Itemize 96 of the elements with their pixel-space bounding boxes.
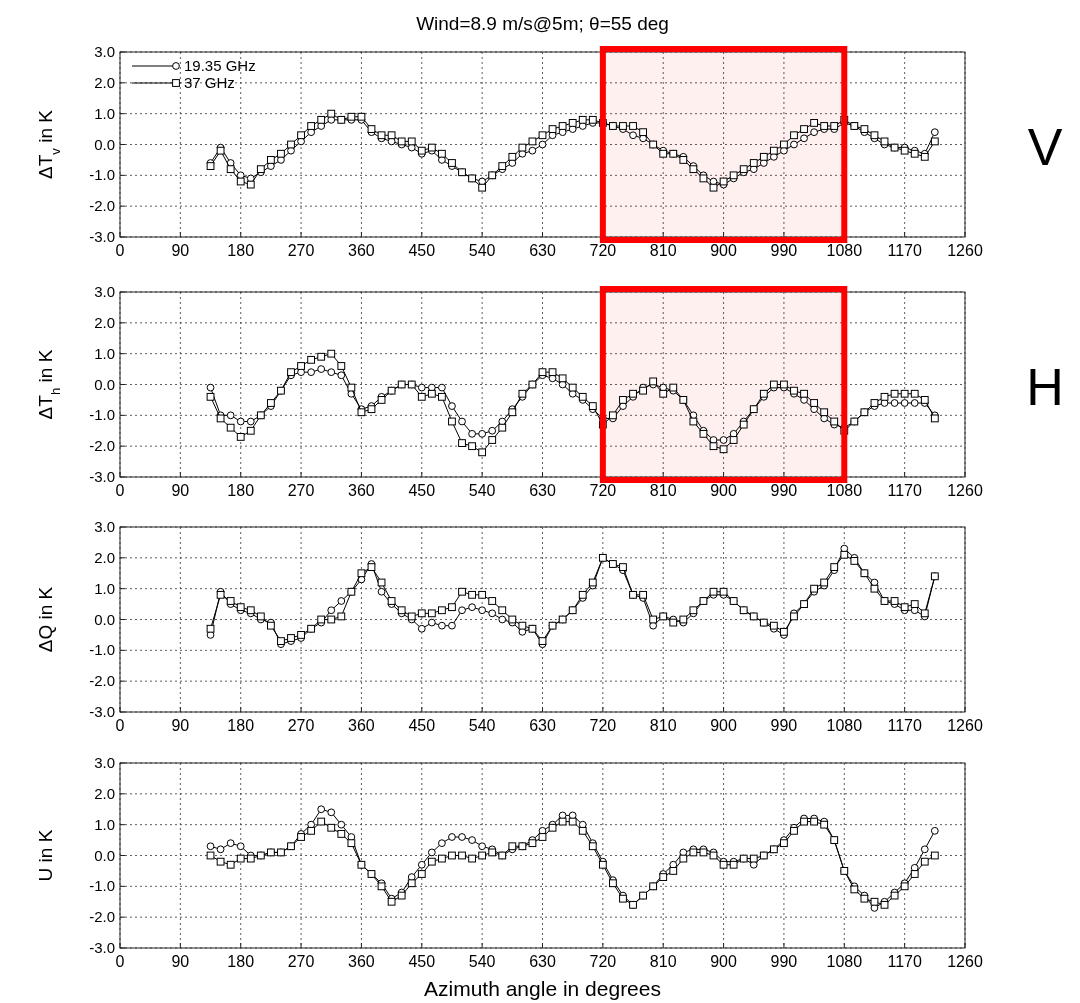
- y-tick-label: -1.0: [89, 166, 115, 184]
- x-tick-label: 810: [649, 242, 677, 259]
- x-tick-label: 720: [589, 717, 617, 734]
- x-tick-label: 1260: [947, 482, 983, 499]
- x-tick-label: 990: [770, 242, 798, 259]
- x-tick-label: 810: [649, 717, 677, 734]
- x-tick-label: 900: [710, 953, 738, 970]
- x-tick-label: 90: [171, 953, 190, 970]
- x-tick-label: 90: [171, 482, 190, 499]
- x-tick-label: 450: [408, 242, 436, 259]
- text: H: [1026, 357, 1064, 416]
- x-tick-label: 1080: [826, 242, 863, 259]
- x-tick-label: 1080: [826, 717, 863, 734]
- x-tick-label: 630: [529, 717, 556, 734]
- legend-label: 19.35 GHz: [184, 57, 256, 74]
- x-tick-label: 0: [115, 953, 125, 970]
- y-tick-label: 1.0: [94, 104, 115, 122]
- x-tick-label: 270: [287, 482, 315, 499]
- y-tick-label: -3.0: [89, 703, 115, 720]
- y-axis-title: U in K: [35, 829, 56, 882]
- y-tick-label: 1.0: [94, 815, 115, 833]
- x-axis-title: Azimuth angle in degrees: [424, 977, 661, 1000]
- y-tick-label: -2.0: [89, 908, 115, 926]
- y-tick-label: 3.0: [94, 518, 115, 535]
- x-tick-label: 1260: [947, 242, 983, 259]
- x-tick-label: 270: [287, 242, 315, 259]
- x-tick-label: 360: [348, 953, 375, 970]
- y-tick-label: -1.0: [89, 641, 115, 659]
- y-tick-label: -1.0: [89, 877, 115, 895]
- x-tick-label: 180: [227, 482, 255, 499]
- x-tick-label: 90: [171, 242, 190, 259]
- x-tick-label: 450: [408, 717, 436, 734]
- chart-title: Wind=8.9 m/s@5m; θ=55 deg: [416, 13, 669, 34]
- x-tick-label: 1260: [947, 953, 983, 970]
- x-tick-label: 1170: [887, 242, 922, 259]
- y-tick-label: -1.0: [89, 406, 115, 424]
- y-tick-label: 0.0: [94, 846, 115, 864]
- x-tick-label: 540: [468, 953, 496, 970]
- x-tick-label: 990: [770, 482, 798, 499]
- y-tick-label: -3.0: [89, 939, 115, 956]
- x-tick-label: 360: [348, 482, 375, 499]
- x-tick-label: 0: [115, 717, 125, 734]
- y-tick-label: 0.0: [94, 375, 115, 393]
- x-tick-label: 900: [710, 242, 738, 259]
- y-tick-label: 2.0: [94, 73, 115, 91]
- x-tick-label: 810: [649, 482, 677, 499]
- x-tick-label: 0: [115, 242, 125, 259]
- x-tick-label: 630: [529, 242, 556, 259]
- y-tick-label: -2.0: [89, 672, 115, 690]
- x-tick-label: 270: [287, 953, 315, 970]
- x-tick-label: 1080: [826, 953, 863, 970]
- x-tick-label: 360: [348, 717, 375, 734]
- x-tick-label: 720: [589, 242, 617, 259]
- x-tick-label: 630: [529, 953, 556, 970]
- x-tick-label: 360: [348, 242, 375, 259]
- x-tick-label: 450: [408, 482, 436, 499]
- x-tick-label: 270: [287, 717, 315, 734]
- y-tick-label: 3.0: [94, 43, 115, 60]
- x-tick-label: 990: [770, 717, 798, 734]
- x-tick-label: 450: [408, 953, 436, 970]
- x-tick-label: 810: [649, 953, 677, 970]
- y-tick-label: 1.0: [94, 344, 115, 362]
- x-tick-label: 1260: [947, 717, 983, 734]
- y-tick-label: 3.0: [94, 283, 115, 300]
- x-tick-label: 540: [468, 242, 496, 259]
- x-tick-label: 720: [589, 953, 617, 970]
- x-tick-label: 630: [529, 482, 556, 499]
- x-tick-label: 1080: [826, 482, 863, 499]
- y-tick-label: -2.0: [89, 437, 115, 455]
- y-tick-label: 2.0: [94, 784, 115, 802]
- x-tick-label: 0: [115, 482, 125, 499]
- y-tick-label: 3.0: [94, 754, 115, 771]
- y-tick-label: -2.0: [89, 197, 115, 215]
- y-tick-label: 2.0: [94, 548, 115, 566]
- y-tick-label: 1.0: [94, 579, 115, 597]
- x-tick-label: 900: [710, 717, 738, 734]
- x-tick-label: 1170: [887, 953, 922, 970]
- y-tick-label: 0.0: [94, 610, 115, 628]
- x-tick-label: 540: [468, 717, 496, 734]
- x-tick-label: 540: [468, 482, 496, 499]
- y-axis-title: ΔQ in K: [35, 586, 56, 653]
- y-tick-label: -3.0: [89, 228, 115, 245]
- x-tick-label: 900: [710, 482, 738, 499]
- x-tick-label: 990: [770, 953, 798, 970]
- x-tick-label: 1170: [887, 717, 922, 734]
- x-tick-label: 180: [227, 242, 255, 259]
- x-tick-label: 90: [171, 717, 190, 734]
- y-tick-label: 2.0: [94, 313, 115, 331]
- legend-label: 37 GHz: [184, 74, 235, 91]
- x-tick-label: 180: [227, 953, 255, 970]
- x-tick-label: 180: [227, 717, 255, 734]
- x-tick-label: 1170: [887, 482, 922, 499]
- text: V: [1027, 117, 1063, 176]
- y-tick-label: 0.0: [94, 135, 115, 153]
- x-tick-label: 720: [589, 482, 617, 499]
- y-tick-label: -3.0: [89, 468, 115, 485]
